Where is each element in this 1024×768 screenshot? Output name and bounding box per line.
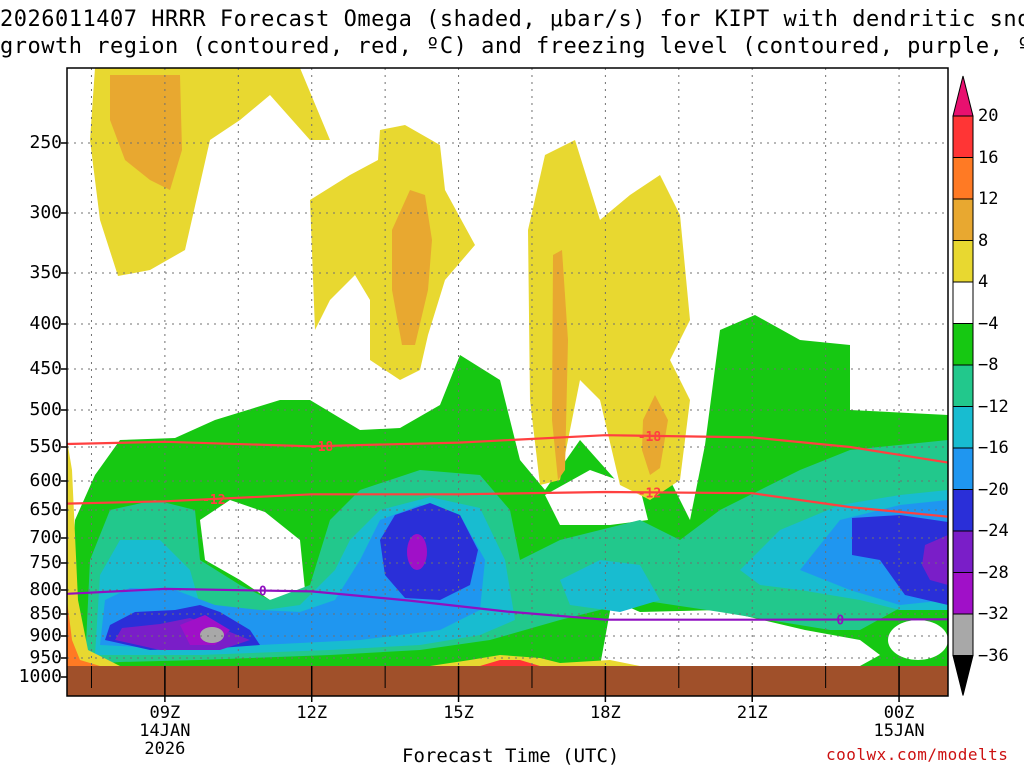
omega-min-neg32-low [200, 627, 224, 643]
y-tick-label-1000: 1000 [18, 666, 62, 687]
omega-min-neg28-mid [407, 534, 427, 570]
omega-region-pos4-surface-mid [430, 655, 640, 666]
omega-region-pos16-surface-mid [480, 660, 540, 666]
omega-region-neg12-mid [560, 560, 660, 612]
y-tick-label-700: 700 [29, 527, 62, 548]
y-tick-label-950: 950 [29, 647, 62, 668]
colorbar-swatch-5 [952, 281, 974, 324]
contour-label-1-0: -12 [202, 493, 225, 508]
contour-label-2-1: 0 [836, 614, 844, 629]
colorbar-label-5: −4 [978, 313, 999, 334]
x-tick-label-sub1-0: 14JAN [139, 721, 191, 741]
contour-label-2-0: 0 [259, 585, 267, 600]
omega-region-neg20-east [852, 515, 948, 605]
colorbar-label-0: 20 [978, 106, 999, 126]
x-tick-label-label-4: 21Z [736, 703, 768, 723]
omega-shading [67, 68, 948, 666]
x-tick-label-sub2-0: 2026 [144, 739, 186, 759]
y-tick-label-450: 450 [29, 358, 62, 379]
y-tick-label-300: 300 [29, 202, 62, 223]
colorbar-label-1: 16 [978, 147, 999, 168]
contour-label-0-1: -18 [638, 430, 662, 445]
colorbar-swatch-10 [952, 489, 974, 532]
colorbar-label-4: 4 [978, 272, 989, 292]
x-tick-label-label-3: 18Z [590, 703, 621, 723]
plot-frame [66, 67, 949, 697]
omega-region-pos4-east [528, 140, 690, 500]
contour-label-0-0: -18 [310, 440, 334, 455]
contour-label-1-1: -12 [638, 486, 661, 501]
omega-hole-4 [888, 620, 948, 660]
omega-region-pos12-surface-west [67, 600, 100, 666]
y-tick-label-600: 600 [29, 470, 62, 491]
omega-region-neg20-mid [380, 503, 478, 600]
colorbar-label-7: −12 [978, 396, 1009, 417]
colorbar-swatch-6 [952, 323, 974, 366]
colorbar-swatch-0 [952, 75, 974, 117]
contour-line-0 [66, 434, 949, 464]
colorbar-swatch-1 [952, 115, 974, 158]
colorbar-label-11: −28 [978, 562, 1009, 583]
omega-region-pos8-mid [392, 190, 432, 345]
x-tick-label-label-5: 00Z [883, 703, 915, 723]
temperature-contours: -18 -18 -12 -12 0 0 [66, 430, 949, 629]
colorbar-swatch-13 [952, 613, 974, 656]
y-tick-label-550: 550 [29, 436, 62, 457]
y-tick-label-750: 750 [29, 552, 62, 573]
omega-hole-1 [200, 500, 305, 600]
y-tick-label-400: 400 [29, 313, 62, 334]
colorbar-label-13: −36 [978, 645, 1009, 666]
chart-title-line-2: growth region (contoured, red, ºC) and f… [0, 34, 1024, 59]
colorbar-swatch-2 [952, 157, 974, 200]
y-tick-label-350: 350 [29, 262, 62, 283]
x-tick-label-label-0: 09Z [149, 703, 181, 723]
ground-below-surface [67, 666, 948, 696]
colorbar-swatch-11 [952, 530, 974, 573]
y-tick-label-650: 650 [29, 499, 62, 520]
colorbar-label-2: 12 [978, 189, 999, 209]
axis-ticks [61, 142, 900, 702]
omega-region-pos8-nw [110, 75, 182, 190]
y-tick-label-900: 900 [29, 625, 62, 646]
grid-lines [67, 68, 948, 678]
colorbar [952, 75, 974, 696]
y-tick-label-500: 500 [29, 399, 62, 420]
x-tick-label-label-1: 12Z [296, 703, 328, 723]
colorbar-label-10: −24 [978, 521, 1009, 541]
colorbar-swatch-14 [952, 655, 974, 696]
x-tick-label-label-2: 15Z [443, 703, 474, 723]
colorbar-label-6: −8 [978, 355, 999, 375]
chart-title-line-1: 2026011407 HRRR Forecast Omega (shaded, … [0, 7, 1024, 32]
contour-line-1 [66, 490, 949, 518]
colorbar-label-8: −16 [978, 438, 1009, 458]
colorbar-label-12: −32 [978, 604, 1009, 624]
y-tick-label-850: 850 [29, 603, 62, 624]
colorbar-label-3: 8 [978, 230, 989, 251]
x-axis-title: Forecast Time (UTC) [402, 745, 620, 767]
y-tick-label-800: 800 [29, 579, 62, 600]
omega-region-pos8-east [552, 250, 568, 480]
colorbar-swatch-3 [952, 198, 974, 241]
omega-hole-3 [600, 600, 880, 666]
x-tick-label-sub1-5: 15JAN [873, 721, 925, 741]
colorbar-swatch-8 [952, 406, 974, 449]
colorbar-swatch-4 [952, 240, 974, 283]
colorbar-swatch-9 [952, 447, 974, 490]
y-tick-label-250: 250 [29, 132, 62, 153]
credit-link[interactable]: coolwx.com/modelts [826, 745, 1009, 764]
contour-line-2 [66, 587, 949, 621]
colorbar-label-9: −20 [978, 479, 1009, 500]
colorbar-swatch-12 [952, 572, 974, 615]
colorbar-swatch-7 [952, 364, 974, 407]
omega-region-neg24-east [922, 535, 948, 585]
